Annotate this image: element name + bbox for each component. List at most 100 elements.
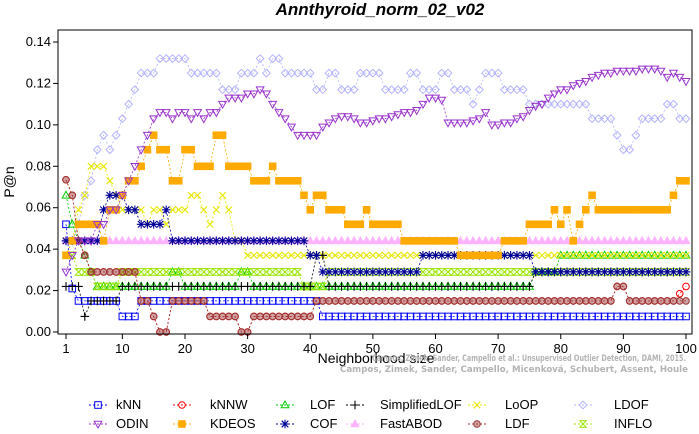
- data-point-odin: [505, 119, 516, 128]
- data-point-ldf: [581, 297, 590, 305]
- data-point-ldf: [419, 297, 427, 305]
- data-point-ldof: [274, 54, 284, 64]
- data-point-kdeos: [318, 191, 327, 200]
- data-point-loop: [99, 162, 108, 170]
- data-point-ldof: [606, 114, 616, 124]
- data-point-ldof: [462, 85, 472, 95]
- data-point-cof: [399, 267, 409, 277]
- data-point-loop: [344, 251, 352, 260]
- data-point-cof: [111, 190, 121, 200]
- data-point-ldf: [218, 312, 227, 321]
- data-point-kdeos: [544, 220, 553, 229]
- legend-label-knn: kNN: [116, 397, 141, 412]
- data-point-inflo: [249, 268, 259, 276]
- data-point-loop: [356, 251, 365, 260]
- legend-label-loop: LoOP: [505, 397, 538, 412]
- data-point-odin: [612, 67, 622, 77]
- data-point-loop: [375, 251, 383, 260]
- data-point-kdeos: [250, 176, 258, 185]
- data-point-ldf: [619, 282, 628, 291]
- series-kdeos: [62, 131, 690, 260]
- data-point-ldf: [544, 297, 553, 305]
- data-point-fastabod: [681, 235, 691, 245]
- data-point-ldf: [300, 312, 308, 321]
- data-point-loop: [193, 191, 202, 199]
- data-point-loop: [225, 206, 233, 214]
- legend-marker-inflo: [578, 420, 588, 428]
- data-point-ldof: [581, 99, 591, 109]
- data-point-kdeos: [394, 220, 402, 229]
- data-point-inflo: [161, 268, 171, 276]
- data-point-inflo: [74, 268, 84, 276]
- y-tick-label: 0.14: [26, 34, 51, 49]
- data-point-ldof: [105, 145, 115, 155]
- data-point-fastabod: [161, 235, 171, 245]
- data-point-ldof: [374, 68, 384, 78]
- data-point-kdeos: [243, 162, 252, 171]
- data-point-cof: [180, 236, 190, 246]
- data-point-cof: [631, 267, 641, 277]
- data-point-inflo: [186, 268, 196, 276]
- data-point-ldf: [625, 297, 634, 305]
- data-point-loop: [281, 251, 289, 260]
- legend-item-ldf: LDF: [468, 416, 530, 431]
- data-point-ldf: [256, 312, 264, 321]
- data-point-fastabod: [480, 235, 491, 245]
- data-point-kdeos: [206, 162, 214, 171]
- data-point-ldf: [594, 297, 603, 305]
- data-point-odin: [537, 100, 547, 110]
- y-tick-label: 0.04: [26, 241, 51, 256]
- data-point-odin: [449, 119, 459, 128]
- data-point-inflo: [524, 268, 534, 276]
- data-point-ldf: [212, 312, 221, 321]
- data-point-lof: [562, 250, 572, 259]
- data-point-cof: [349, 267, 359, 277]
- data-point-inflo: [243, 268, 253, 276]
- data-point-inflo: [199, 268, 209, 276]
- data-point-ldf: [456, 297, 465, 305]
- data-point-kdeos: [281, 176, 289, 185]
- data-point-kdeos: [550, 205, 559, 214]
- data-point-kdeos: [519, 237, 527, 245]
- data-point-inflo: [180, 268, 190, 276]
- data-point-ldf: [375, 297, 383, 305]
- data-point-kdeos: [293, 176, 302, 185]
- data-point-loop: [149, 206, 158, 214]
- data-point-simplifiedlof: [305, 282, 315, 291]
- data-point-odin: [668, 69, 679, 79]
- data-point-kdeos: [431, 237, 440, 245]
- data-point-ldf: [494, 297, 502, 305]
- x-tick-label: 90: [616, 341, 630, 356]
- data-point-cof: [568, 267, 578, 277]
- legend-marker-fastabod: [350, 418, 360, 428]
- data-point-loop: [337, 251, 346, 260]
- data-point-fastabod: [593, 235, 603, 245]
- legend-marker-cof: [280, 419, 290, 429]
- data-point-kdeos: [650, 205, 659, 214]
- data-point-cof: [312, 251, 321, 260]
- data-point-fastabod: [524, 235, 535, 245]
- data-point-odin: [343, 113, 353, 122]
- series-line-cof: [66, 194, 686, 273]
- data-point-kdeos: [619, 205, 628, 214]
- data-point-ldf: [268, 312, 277, 321]
- data-point-ldf: [325, 297, 333, 305]
- data-point-loop: [137, 206, 145, 214]
- data-point-lof: [681, 250, 691, 259]
- data-point-ldf: [356, 297, 365, 305]
- data-point-cof: [625, 267, 634, 277]
- legend-label-fastabod: FastABOD: [380, 416, 442, 431]
- data-point-ldf: [206, 312, 214, 321]
- data-point-odin: [286, 123, 297, 132]
- data-point-fastabod: [556, 235, 566, 245]
- data-point-odin: [462, 119, 472, 128]
- data-point-lof: [624, 250, 635, 259]
- data-point-ldf: [181, 297, 189, 305]
- data-point-fastabod: [668, 235, 679, 245]
- data-point-ldf: [663, 297, 672, 305]
- data-point-odin: [493, 121, 503, 130]
- data-point-cof: [368, 267, 378, 277]
- data-point-loop: [550, 251, 559, 260]
- data-point-cof: [656, 267, 666, 277]
- data-point-ldof: [575, 99, 585, 109]
